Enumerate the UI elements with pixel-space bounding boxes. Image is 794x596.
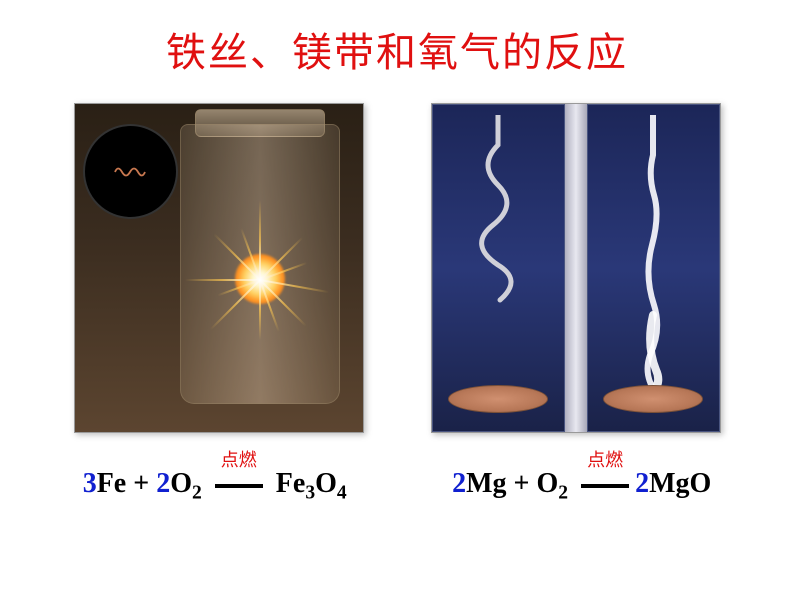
reactant: Fe: [97, 468, 127, 499]
coefficient: 2: [452, 468, 466, 499]
coefficient: 2: [156, 468, 170, 499]
iron-coil-inset: [83, 124, 178, 219]
magnesium-equation: 2Mg + O2 点燃 2MgO: [452, 468, 711, 505]
product: MgO: [649, 468, 711, 499]
equals-line: [215, 484, 263, 488]
plus-sign: +: [126, 468, 156, 499]
spark-ray: [185, 279, 260, 281]
subscript: 2: [558, 483, 568, 504]
spark-ray: [259, 200, 261, 280]
image-divider: [565, 104, 587, 432]
condition-label: 点燃: [587, 446, 623, 472]
reactant: Mg: [466, 468, 506, 499]
magnesium-panel: [431, 103, 721, 433]
magnesium-combustion-image: [431, 103, 721, 433]
plus-sign: +: [507, 468, 537, 499]
equals-line: [581, 484, 629, 488]
subscript: 4: [337, 483, 347, 504]
coefficient: 2: [635, 468, 649, 499]
iron-panel: [74, 103, 364, 433]
product: O: [315, 468, 337, 499]
mgo-product-icon: [618, 115, 688, 405]
coil-icon: [110, 157, 150, 187]
ceramic-dish: [603, 385, 703, 413]
subscript: 3: [305, 483, 315, 504]
equations-row: 3Fe + 2O2 点燃 Fe3O4 2Mg + O2 点燃 2MgO: [0, 468, 794, 505]
subscript: 2: [192, 483, 202, 504]
image-row: [0, 103, 794, 433]
product: Fe: [276, 468, 306, 499]
spark-ray: [259, 280, 261, 340]
coefficient: 3: [83, 468, 97, 499]
reaction-condition: 点燃: [215, 468, 263, 500]
ceramic-dish: [448, 385, 548, 413]
page-title: 铁丝、镁带和氧气的反应: [0, 0, 794, 78]
iron-combustion-image: [74, 103, 364, 433]
mg-after: [587, 104, 720, 432]
mg-before: [432, 104, 565, 432]
reaction-condition: 点燃: [581, 468, 629, 500]
iron-equation: 3Fe + 2O2 点燃 Fe3O4: [83, 468, 347, 505]
condition-label: 点燃: [221, 446, 257, 472]
mg-ribbon-icon: [458, 115, 538, 375]
reactant: O: [537, 468, 559, 499]
reactant: O: [170, 468, 192, 499]
